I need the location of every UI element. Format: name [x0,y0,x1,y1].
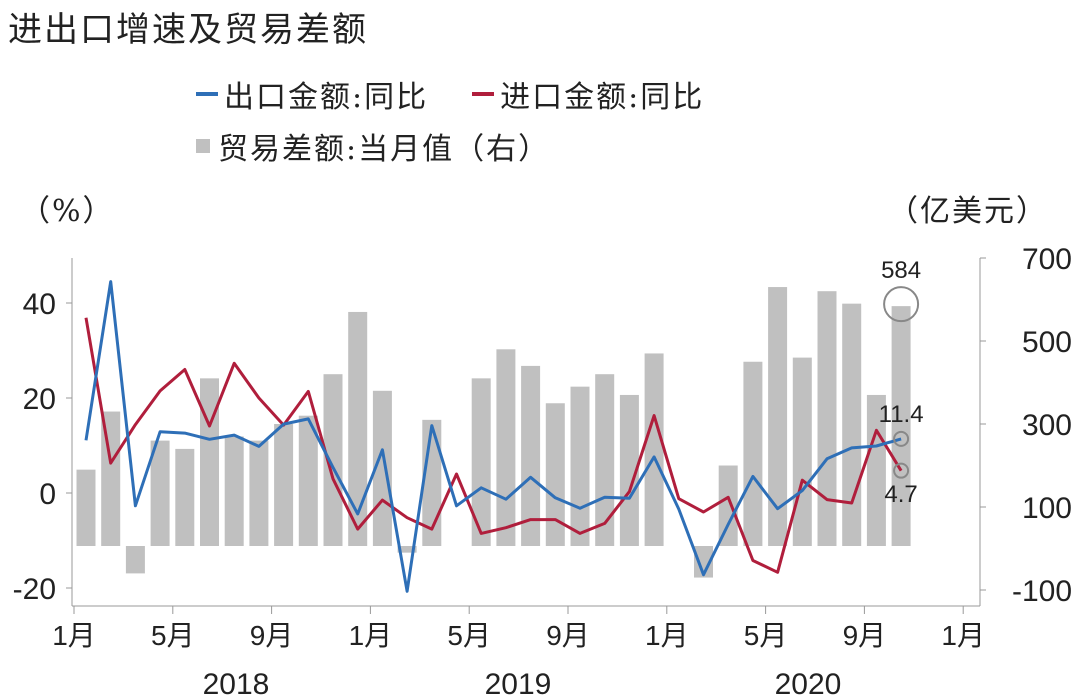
right-tick-label: 300 [1022,409,1072,442]
balance-bar [792,357,812,546]
legend-swatch-export [196,92,218,96]
balance-bar [768,287,788,546]
right-tick-label: 100 [1022,492,1072,525]
balance-bar [224,436,244,546]
legend-swatch-balance [196,139,210,153]
balance-bar [274,424,294,546]
balance-bar [718,465,738,546]
balance-bar [150,440,170,546]
x-tick-label: 9月 [250,620,294,651]
year-label: 2020 [775,668,842,699]
year-label: 2018 [203,668,270,699]
x-tick-label: 1月 [52,620,96,651]
right-tick-label: -100 [1012,575,1072,608]
balance-bar [76,469,96,546]
x-tick-label: 1月 [349,620,393,651]
balance-bar [595,374,615,546]
x-tick-label: 9月 [546,620,590,651]
balance-bar [817,291,837,546]
legend-label-import: 进口金额:同比 [500,80,705,115]
balance-bar [694,546,713,578]
left-tick-label: 20 [23,383,56,416]
legend-label-balance: 贸易差额:当月值（右） [218,132,551,167]
legend-label-export: 出口金额:同比 [224,80,429,115]
left-tick-label: 0 [39,478,56,511]
balance-bar [101,411,121,546]
chart-title: 进出口增速及贸易差额 [8,10,368,50]
balance-bar [249,440,269,546]
balance-bar [891,306,911,546]
x-tick-label: 1月 [645,620,689,651]
balance-bar [298,415,318,546]
balance-bar [496,349,516,546]
legend-row-2: 贸易差额:当月值（右） [196,124,550,168]
annotation-balance-label: 584 [881,257,921,284]
balance-bar [323,374,343,546]
right-axis-unit: （亿美元） [888,194,1048,229]
balance-bar [866,394,886,546]
balance-bar [521,365,541,546]
left-tick-label: -20 [13,573,56,606]
annotation-circle-export [893,430,910,447]
left-tick-label: 40 [23,288,56,321]
left-axis-unit: （%） [20,194,115,229]
x-tick-label: 5月 [151,620,195,651]
balance-bar [842,303,862,546]
balance-bar [545,403,565,546]
balance-bar [200,378,219,546]
year-label: 2019 [485,668,552,699]
right-tick-label: 500 [1022,326,1072,359]
balance-bar [743,361,763,546]
balance-bar [570,386,590,546]
balance-bar [644,353,664,546]
balance-bar [397,546,417,553]
balance-bar [125,546,145,574]
x-tick-label: 5月 [447,620,491,651]
annotation-export-label: 11.4 [879,401,924,428]
x-tick-label: 5月 [744,620,788,651]
import-yoy-line [84,317,903,574]
annotation-circle-import [893,462,910,479]
export-yoy-line [84,280,902,593]
balance-bar [471,378,491,546]
balance-bar [175,448,195,546]
legend-swatch-import [472,92,495,96]
x-tick-label: 9月 [843,620,887,651]
right-tick-label: 700 [1022,243,1072,276]
legend-row-1: 出口金额:同比 进口金额:同比 [196,72,704,116]
annotation-import-label: 4.7 [884,481,917,508]
x-tick-label: 1月 [941,620,985,651]
annotation-circle-balance [883,286,920,323]
balance-bar [348,311,368,546]
balance-bar [619,394,639,546]
